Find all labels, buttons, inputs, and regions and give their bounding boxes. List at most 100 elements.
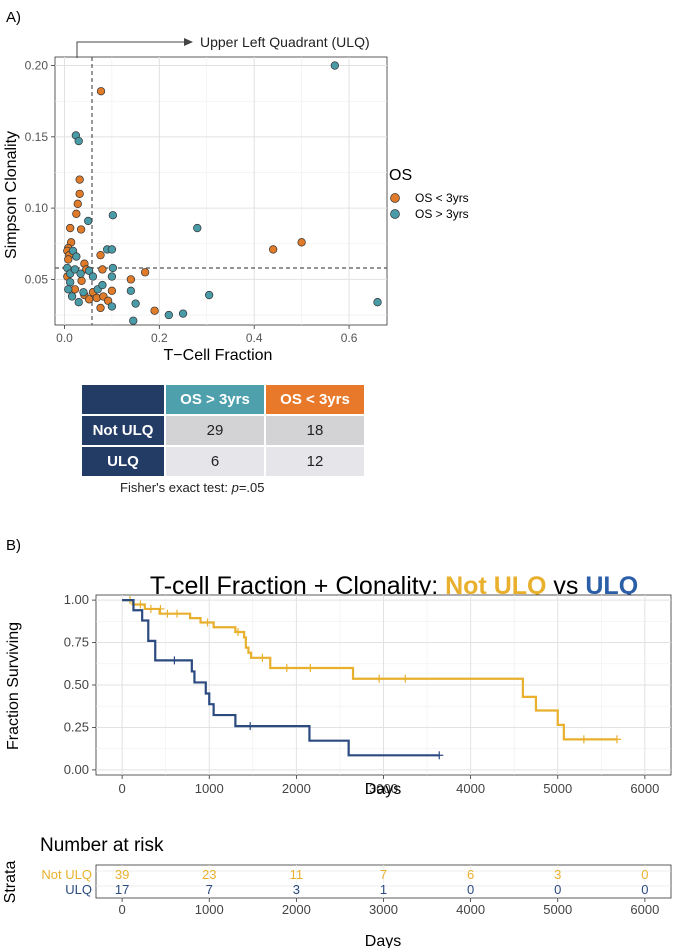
risk-count: 17 <box>115 882 129 897</box>
y-tick-label: 0.05 <box>25 272 49 286</box>
x-tick-label: 0 <box>119 781 126 796</box>
panel-a-scatter: A) 0.0 0.2 0.4 0.6 0.05 0.10 0.15 0.20 Upper Le… <box>3 9 469 364</box>
y-tick-label: 0.20 <box>25 59 49 73</box>
panel-a-label: A) <box>6 9 21 26</box>
contingency-cell: 6 <box>166 447 264 476</box>
scatter-points <box>63 61 382 325</box>
y-tick-label: 0.25 <box>64 719 89 734</box>
point-os-gt-3 <box>98 280 107 290</box>
point-os-lt-3 <box>126 275 136 284</box>
point-os-lt-3 <box>297 238 306 247</box>
risk-count: 7 <box>380 867 387 882</box>
km-y-axis-label: Fraction Surviving <box>5 622 22 750</box>
point-os-gt-3 <box>88 272 98 281</box>
scatter-legend: OS OS < 3yrs OS > 3yrs <box>389 167 469 221</box>
point-os-gt-3 <box>67 292 77 301</box>
risk-count: 23 <box>202 867 216 882</box>
point-os-lt-3 <box>96 87 106 96</box>
km-gridlines <box>96 595 671 775</box>
risk-table-y-label: Strata <box>2 861 19 904</box>
risk-count: 1 <box>380 882 387 897</box>
risk-row-label: ULQ <box>65 882 92 897</box>
x-tick-label: 1000 <box>195 781 224 796</box>
legend-swatch-os-gt-3 <box>390 209 400 219</box>
fisher-prefix: Fisher's exact test: <box>120 480 232 495</box>
point-os-gt-3 <box>64 285 73 294</box>
point-os-gt-3 <box>107 302 117 311</box>
panel-b-km: B) T-cell Fraction + Clonality: Not ULQ … <box>2 537 672 948</box>
point-os-gt-3 <box>129 316 138 325</box>
risk-table-gridlines <box>96 865 671 898</box>
fisher-p-value: =.05 <box>238 480 265 495</box>
x-tick-label: 2000 <box>282 781 311 796</box>
risk-x-tick-label: 5000 <box>543 902 572 917</box>
risk-count: 39 <box>115 867 129 882</box>
contingency-row-label: Not ULQ <box>82 416 164 445</box>
threshold-lines <box>55 57 387 325</box>
risk-count: 6 <box>467 867 474 882</box>
y-tick-label: 0.10 <box>25 201 49 215</box>
point-os-gt-3 <box>74 136 83 146</box>
point-os-gt-3 <box>84 216 93 226</box>
point-os-lt-3 <box>98 265 107 274</box>
point-os-lt-3 <box>103 296 113 305</box>
point-os-lt-3 <box>269 245 278 254</box>
risk-count: 7 <box>206 882 213 897</box>
risk-x-tick-label: 1000 <box>195 902 224 917</box>
point-os-lt-3 <box>77 276 86 285</box>
km-x-axis-label: Days <box>365 781 401 798</box>
risk-count: 11 <box>290 867 304 882</box>
point-os-gt-3 <box>164 310 173 320</box>
point-os-gt-3 <box>107 272 117 281</box>
km-curve-not-ulq <box>122 598 617 741</box>
scatter-y-axis-label: Simpson Clonality <box>3 131 20 259</box>
contingency-corner <box>82 385 164 414</box>
x-tick-label: 0.4 <box>246 331 263 345</box>
contingency-col-os-gt-3: OS > 3yrs <box>166 385 264 414</box>
point-os-gt-3 <box>193 223 202 233</box>
contingency-row-not-ulq: Not ULQ 29 18 <box>82 416 364 445</box>
point-os-gt-3 <box>76 269 85 278</box>
point-os-gt-3 <box>108 211 118 220</box>
risk-count: 0 <box>641 867 648 882</box>
x-tick-label: 5000 <box>543 781 572 796</box>
point-os-gt-3 <box>126 286 136 295</box>
ulq-callout-label: Upper Left Quadrant (ULQ) <box>200 34 370 50</box>
point-os-lt-3 <box>75 175 84 184</box>
ulq-callout-arrowhead <box>184 38 193 46</box>
x-tick-label: 0.0 <box>56 331 73 345</box>
point-os-lt-3 <box>72 209 81 218</box>
point-os-lt-3 <box>64 255 73 264</box>
point-os-gt-3 <box>131 299 140 308</box>
risk-x-tick-label: 4000 <box>456 902 485 917</box>
fisher-p-symbol: p <box>231 480 239 495</box>
point-os-lt-3 <box>107 286 117 295</box>
point-os-lt-3 <box>96 303 105 313</box>
point-os-gt-3 <box>66 278 75 287</box>
point-os-gt-3 <box>330 61 339 70</box>
point-os-gt-3 <box>178 309 188 318</box>
y-tick-label: 0.15 <box>25 130 49 144</box>
risk-count: 0 <box>554 882 561 897</box>
contingency-cell: 12 <box>266 447 364 476</box>
scatter-gridlines <box>55 57 387 325</box>
risk-count: 0 <box>467 882 474 897</box>
contingency-table: OS > 3yrs OS < 3yrs Not ULQ 29 18 ULQ 6 … <box>80 383 366 478</box>
km-axes: 0 1000 2000 3000 4000 5000 6000 0.00 0.25 0.50 0.7… <box>64 592 660 796</box>
contingency-row-ulq: ULQ 6 12 <box>82 447 364 476</box>
panel-b-label: B) <box>6 537 21 554</box>
contingency-header-row: OS > 3yrs OS < 3yrs <box>82 385 364 414</box>
point-os-gt-3 <box>72 252 81 261</box>
contingency-col-os-lt-3: OS < 3yrs <box>266 385 364 414</box>
x-tick-label: 0.6 <box>341 331 358 345</box>
risk-table-x-label: Days <box>365 933 401 948</box>
point-os-gt-3 <box>79 288 88 297</box>
point-os-lt-3 <box>140 268 150 277</box>
risk-count: 3 <box>554 867 561 882</box>
km-curves <box>122 596 621 760</box>
point-os-lt-3 <box>73 199 82 208</box>
risk-count: 0 <box>641 882 648 897</box>
legend-label-os-lt-3: OS < 3yrs <box>415 191 469 205</box>
